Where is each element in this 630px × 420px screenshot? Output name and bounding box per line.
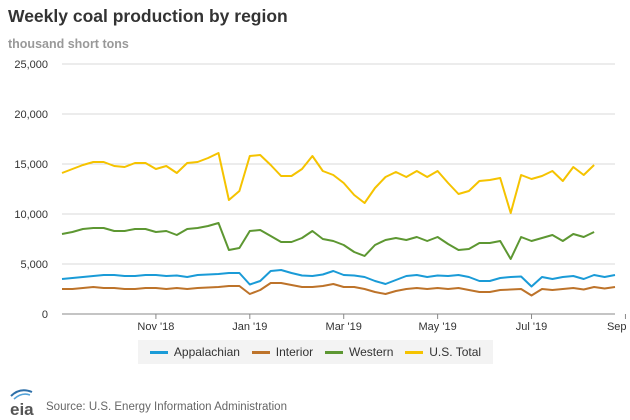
chart-title: Weekly coal production by region	[8, 6, 288, 26]
line-chart: 0 5,000 10,000 15,000 20,000 25,000 Nov '18 Ja…	[14, 59, 630, 333]
x-axis: Nov '18 Jan '19 Mar '19 May '19 Jul '19 Sep '…	[137, 314, 630, 333]
y-tick-label: 25,000	[14, 59, 48, 71]
series-line-interior	[62, 282, 616, 297]
y-tick-label: 10,000	[14, 209, 48, 221]
x-tick-label: May '19	[419, 321, 457, 333]
eia-logo-text: eia	[10, 400, 34, 418]
footer: eia Source: U.S. Energy Information Admi…	[0, 384, 630, 420]
legend-swatch	[149, 350, 168, 354]
legend-label: Western	[348, 345, 394, 359]
x-tick-label: Jul '19	[516, 321, 547, 333]
x-tick-label: Mar '19	[326, 321, 362, 333]
legend-label: U.S. Total	[429, 345, 482, 359]
gridlines	[62, 63, 615, 315]
legend-swatch	[324, 350, 343, 354]
series-lines	[61, 152, 616, 297]
legend-item-us-total[interactable]: U.S. Total	[405, 345, 481, 359]
series-line-western	[61, 222, 595, 260]
y-axis: 0 5,000 10,000 15,000 20,000 25,000	[14, 59, 48, 321]
chart-subtitle: thousand short tons	[8, 37, 129, 51]
legend-item-western[interactable]: Western	[324, 345, 394, 359]
legend-swatch	[405, 350, 424, 354]
y-tick-label: 20,000	[14, 109, 48, 121]
series-line-appalachian	[61, 269, 616, 288]
x-tick-label: Sep '19	[607, 321, 630, 333]
chart-legend: Appalachian Interior Western U.S. Total	[138, 340, 493, 364]
x-tick-label: Nov '18	[137, 321, 174, 333]
legend-item-interior[interactable]: Interior	[251, 345, 314, 359]
legend-swatch	[251, 350, 270, 354]
y-tick-label: 15,000	[14, 159, 48, 171]
x-tick-label: Jan '19	[232, 321, 267, 333]
y-tick-label: 0	[42, 309, 48, 321]
source-text: Source: U.S. Energy Information Administ…	[46, 401, 287, 413]
eia-logo: eia	[10, 389, 34, 418]
y-tick-label: 5,000	[20, 259, 48, 271]
legend-item-appalachian[interactable]: Appalachian	[149, 345, 240, 359]
legend-label: Interior	[275, 345, 314, 359]
series-line-u-s-total	[61, 152, 595, 214]
legend-label: Appalachian	[173, 345, 240, 359]
